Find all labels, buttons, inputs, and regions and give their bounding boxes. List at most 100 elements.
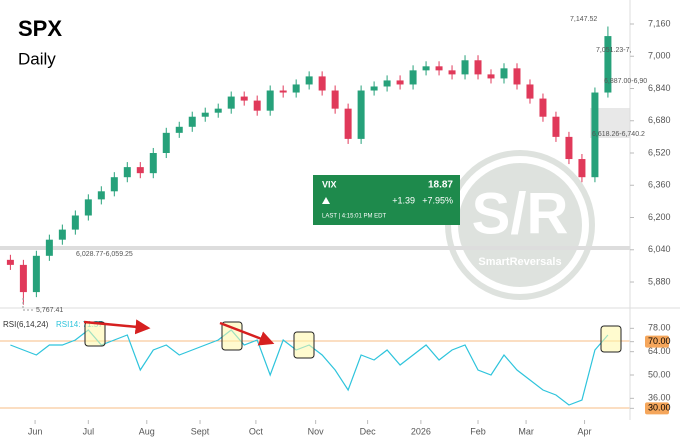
y-tick-label: 6,200 [648,212,671,222]
watermark-brand: SmartReversals [478,256,561,268]
x-tick-label: Sept [191,426,210,436]
divergence-arrow [219,321,275,346]
candle-body [448,70,456,75]
price-annotation: 6,887.00-6,90 [604,78,647,85]
candle-body [500,68,508,79]
watermark-logo: S/R [472,181,569,246]
candle-body [162,132,170,154]
x-tick-label: Nov [308,426,325,436]
y-tick-label: 7,000 [648,51,671,61]
candle-body [45,239,53,256]
vix-up-arrow [322,197,330,204]
candle-body [6,259,14,265]
vix-change: +1.39 [392,195,415,205]
x-tick-label: Dec [360,426,377,436]
candle-body [331,90,339,109]
candle-body [604,36,612,93]
candle-body [461,60,469,75]
chart-title: SPX [18,16,62,41]
candle-body [318,76,326,91]
y-tick-label: 5,880 [648,276,671,286]
rsi-legend: RSI14: 71.57 [56,320,103,329]
price-annotation: 5,767.41 [36,307,63,314]
watermark-disc [458,163,582,287]
price-annotation: 6,618.26-6,740.2 [592,131,645,138]
candle-body [435,66,443,71]
candle-body [591,92,599,178]
highlight-box [600,325,622,353]
candle-body [214,108,222,113]
candle-body [565,136,573,160]
y-tick-label: 70.00 [648,336,671,346]
candle-body [578,159,586,178]
x-tick-label: Apr [578,426,592,436]
candle-body [266,90,274,111]
y-tick-label: 6,360 [648,180,671,190]
rsi-title: RSI(6,14,24) [3,320,49,329]
candle-body [58,229,66,240]
vix-last: 18.87 [428,180,453,191]
vix-box: VIX 18.87 +1.39 +7.95% LAST | 4:15:01 PM… [313,175,460,225]
candle-body [84,199,92,216]
y-tick-label: 6,520 [648,147,671,157]
low-leader [22,298,33,311]
candle-body [513,68,521,85]
price-annotation: 7,147.52 [570,16,597,23]
candle-body [305,76,313,85]
candle-body [201,112,209,117]
x-tick-label: Jun [28,426,43,436]
candle-body [32,255,40,293]
y-tick-label: 6,840 [648,83,671,93]
candle-body [422,66,430,71]
candle-body [552,116,560,137]
price-annotation: 6,028.77-6,059.25 [76,251,133,258]
x-tick-label: Aug [139,426,155,436]
candle-body [357,90,365,139]
divergence-arrow [83,319,151,335]
candle-body [227,96,235,109]
x-tick-label: Jul [83,426,95,436]
candle-body [97,191,105,200]
price-annotation: 7,051.23-7, [596,47,631,54]
candle-body [539,98,547,117]
y-tick-label: 30.00 [648,403,671,413]
candle-body [149,153,157,174]
candle-body [240,96,248,101]
candle-body [526,84,534,99]
y-tick-label: 78.00 [648,323,671,333]
marks: Jun Jul Aug Sept Oct Nov Dec 2026 Feb Mar Apr 7,160… [6,18,671,436]
candle-body [487,74,495,79]
x-tick-label: Oct [249,426,264,436]
y-tick-label: 7,160 [648,18,671,28]
candle-body [383,80,391,87]
watermark: S/R SmartReversals [445,150,595,300]
candle-body [409,70,417,85]
y-tick-highlight [645,335,669,348]
y-tick-highlight [645,402,669,415]
candle-body [344,108,352,139]
candle-body [19,264,27,293]
vix-background [313,175,460,225]
highlight-box [293,331,315,359]
chart-subtitle: Daily [18,49,56,68]
support-zone [0,246,630,250]
candle-body [71,215,79,230]
vix-time: LAST | 4:15:01 PM EDT [322,214,386,220]
candle-body [123,167,131,178]
highlight-box [84,321,106,347]
candle-body [253,100,261,111]
candle-body [136,167,144,174]
x-tick-label: 2026 [411,426,431,436]
candle-body [188,116,196,127]
y-tick-label: 6,680 [648,115,671,125]
candle-body [279,90,287,93]
y-tick-label: 36.00 [648,393,671,403]
candle-body [175,126,183,133]
y-tick-label: 64.00 [648,346,671,356]
y-tick-label: 6,040 [648,244,671,254]
y-tick-label: 50.00 [648,369,671,379]
vix-name: VIX [322,179,337,189]
candle-body [474,60,482,75]
vix-change-pct: +7.95% [422,195,453,205]
